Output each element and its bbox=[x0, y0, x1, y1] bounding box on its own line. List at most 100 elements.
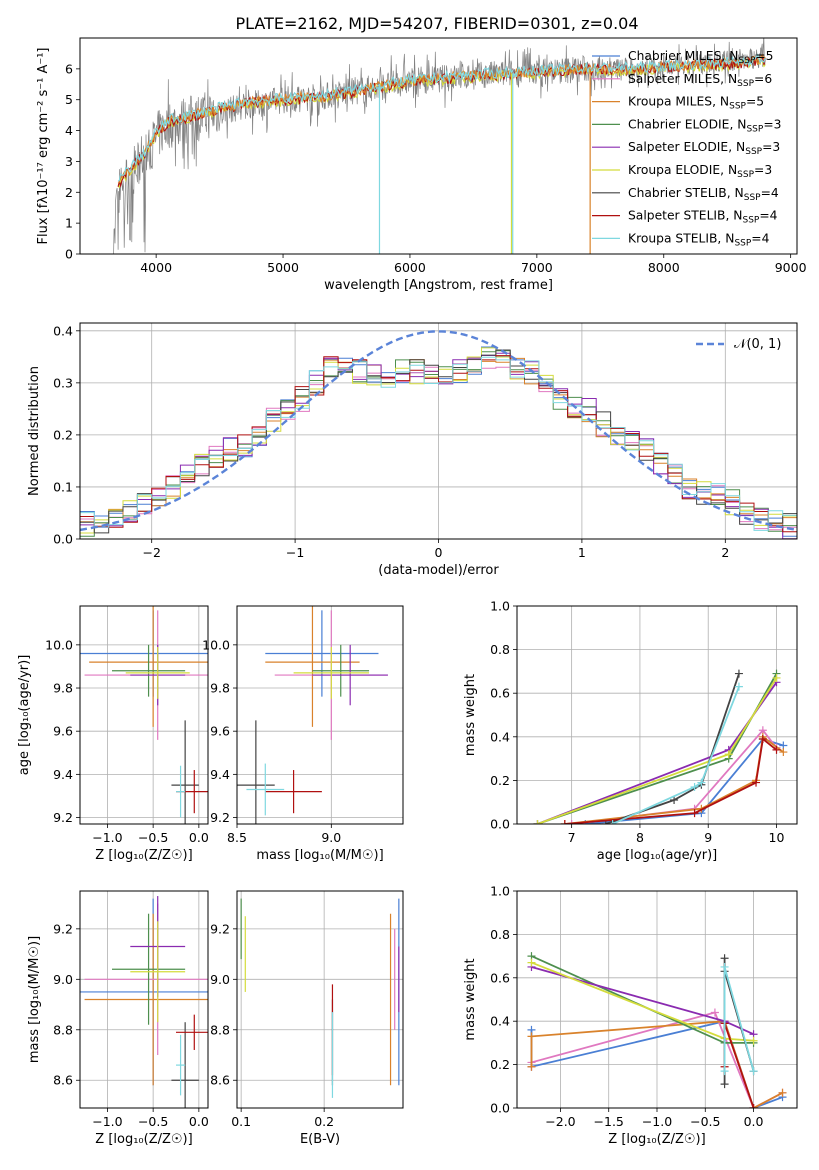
x-tick-label: 5000 bbox=[267, 260, 299, 275]
series-line bbox=[537, 677, 778, 824]
errorbar-point bbox=[176, 1014, 208, 1050]
y-tick-label: 0.2 bbox=[490, 773, 510, 788]
y-tick-label: 9.6 bbox=[210, 724, 230, 739]
y-tick-label: 2 bbox=[65, 185, 73, 200]
y-tick-label: 9.0 bbox=[53, 972, 73, 987]
y-tick-label: 0.2 bbox=[490, 1057, 510, 1072]
series bbox=[608, 682, 743, 824]
x-tick-label: −1.5 bbox=[594, 1114, 624, 1129]
y-tick-label: 0.2 bbox=[53, 427, 73, 442]
chart-mass_weight_vs_age: 7 8 9 10 0.0 0.2 0.4 0.6 0.8 1.0 age [log₁₀(age/yr… bbox=[463, 599, 798, 863]
series-marker bbox=[720, 1067, 729, 1076]
series-marker bbox=[779, 748, 788, 757]
legend-entry: Salpeter ELODIE, NSSP=3 bbox=[628, 140, 780, 157]
x-tick-label: 0.0 bbox=[189, 830, 209, 845]
x-tick-label: 4000 bbox=[140, 260, 172, 275]
y-tick-label: 9.2 bbox=[53, 810, 73, 825]
y-tick-label: 0.4 bbox=[490, 729, 510, 744]
errorbar-point bbox=[265, 770, 322, 814]
x-axis-label: mass [log₁₀(M/M☉)] bbox=[256, 848, 383, 863]
errorbar-point bbox=[237, 720, 275, 824]
errorbar-point bbox=[265, 606, 360, 727]
series-marker bbox=[758, 734, 767, 743]
errorbar-point bbox=[176, 1034, 186, 1096]
x-tick-label: −2 bbox=[142, 545, 160, 560]
series-line bbox=[537, 673, 778, 824]
series-marker bbox=[710, 1008, 719, 1017]
x-axis-label: Z [log₁₀(Z/Z☉)] bbox=[608, 1132, 705, 1147]
series-marker bbox=[749, 1036, 758, 1045]
y-tick-label: 0.8 bbox=[490, 642, 510, 657]
figure-title: PLATE=2162, MJD=54207, FIBERID=0301, z=0… bbox=[235, 14, 638, 33]
series-marker bbox=[690, 782, 699, 791]
series-line bbox=[723, 966, 755, 1072]
y-axis-label: Normed distribution bbox=[27, 366, 42, 496]
chart-mass_vs_ebv: 0.1 0.2 8.6 8.8 9.0 9.2 E(B-V) bbox=[210, 890, 404, 1147]
y-tick-label: 0.0 bbox=[490, 1101, 510, 1116]
y-tick-label: 9.4 bbox=[210, 767, 230, 782]
series-marker bbox=[772, 745, 781, 754]
x-tick-label: 0.0 bbox=[744, 1114, 764, 1129]
axes-frame bbox=[516, 605, 798, 825]
legend-entry: Chabrier STELIB, NSSP=4 bbox=[628, 186, 779, 203]
plot-area bbox=[80, 330, 797, 539]
axes-frame bbox=[236, 605, 404, 825]
y-tick-label: 9.2 bbox=[210, 921, 230, 936]
y-tick-label: 9.8 bbox=[53, 681, 73, 696]
x-tick-label: −0.5 bbox=[138, 1114, 168, 1129]
errorbar-point bbox=[112, 644, 186, 697]
x-tick-label: −1.0 bbox=[92, 1114, 122, 1129]
errorbar-point bbox=[246, 763, 285, 816]
y-tick-label: 0.0 bbox=[53, 532, 73, 547]
y-tick-label: 9.2 bbox=[210, 810, 230, 825]
y-tick-label: 8.8 bbox=[210, 1022, 230, 1037]
y-tick-label: 0.3 bbox=[53, 375, 73, 390]
x-tick-label: −1.0 bbox=[642, 1114, 672, 1129]
x-tick-label: 2 bbox=[721, 545, 729, 560]
y-tick-label: 9.6 bbox=[53, 724, 73, 739]
series-marker bbox=[670, 796, 679, 805]
legend-entry: Kroupa MILES, NSSP=5 bbox=[628, 95, 764, 112]
legend: Chabrier MILES, NSSP=5 Salpeter MILES, NS… bbox=[592, 49, 781, 248]
y-tick-label: 9.2 bbox=[53, 921, 73, 936]
y-tick-label: 9.4 bbox=[53, 767, 73, 782]
errorbar-point bbox=[125, 647, 190, 699]
y-tick-label: 10.0 bbox=[202, 637, 230, 652]
x-tick-label: 9.0 bbox=[321, 830, 341, 845]
y-tick-label: 6 bbox=[65, 61, 73, 76]
y-tick-label: 0.4 bbox=[53, 323, 73, 338]
legend-entry: Chabrier MILES, NSSP=5 bbox=[628, 49, 773, 66]
x-tick-label: −2.0 bbox=[545, 1114, 575, 1129]
legend-entry: Salpeter MILES, NSSP=6 bbox=[628, 72, 772, 89]
x-tick-label: 9 bbox=[704, 830, 712, 845]
series-marker bbox=[749, 1067, 758, 1076]
chart-spectrum: 4000 5000 6000 7000 8000 9000 0 1 2 3 4 5 6 wavelengt… bbox=[36, 37, 807, 293]
series-marker bbox=[690, 809, 699, 818]
y-tick-label: 0.8 bbox=[490, 927, 510, 942]
chart-age_vs_metallicity: −1.0 −0.5 0.0 9.2 9.4 9.6 9.8 10.0 Z [log₁₀(Z/Z☉… bbox=[17, 605, 209, 863]
series-marker bbox=[724, 750, 733, 759]
x-tick-label: 0.2 bbox=[314, 1114, 334, 1129]
series-line bbox=[723, 1023, 755, 1108]
series-marker bbox=[720, 1080, 729, 1089]
errorbar-point bbox=[312, 644, 388, 706]
series-marker bbox=[567, 820, 576, 824]
axes-frame bbox=[79, 37, 798, 255]
series-marker bbox=[720, 962, 729, 971]
series-marker bbox=[772, 673, 781, 682]
series-line bbox=[531, 955, 754, 1044]
axes-frame bbox=[79, 605, 209, 825]
plot-area bbox=[80, 896, 208, 1108]
x-tick-label: 0 bbox=[435, 545, 443, 560]
x-tick-label: 6000 bbox=[394, 260, 426, 275]
y-tick-label: 8.6 bbox=[210, 1073, 230, 1088]
histogram-series bbox=[80, 356, 797, 539]
legend-entry: Chabrier ELODIE, NSSP=3 bbox=[628, 117, 781, 134]
gaussian-curve bbox=[80, 330, 795, 532]
chart-residual_histogram: −2 −1 0 1 2 0.0 0.1 0.2 0.3 0.4 (data-model)/error… bbox=[27, 322, 798, 578]
series-marker bbox=[527, 1032, 536, 1041]
y-tick-label: 1.0 bbox=[490, 884, 510, 899]
y-tick-label: 1.0 bbox=[490, 599, 510, 614]
x-axis-label: age [log₁₀(age/yr)] bbox=[597, 848, 718, 863]
